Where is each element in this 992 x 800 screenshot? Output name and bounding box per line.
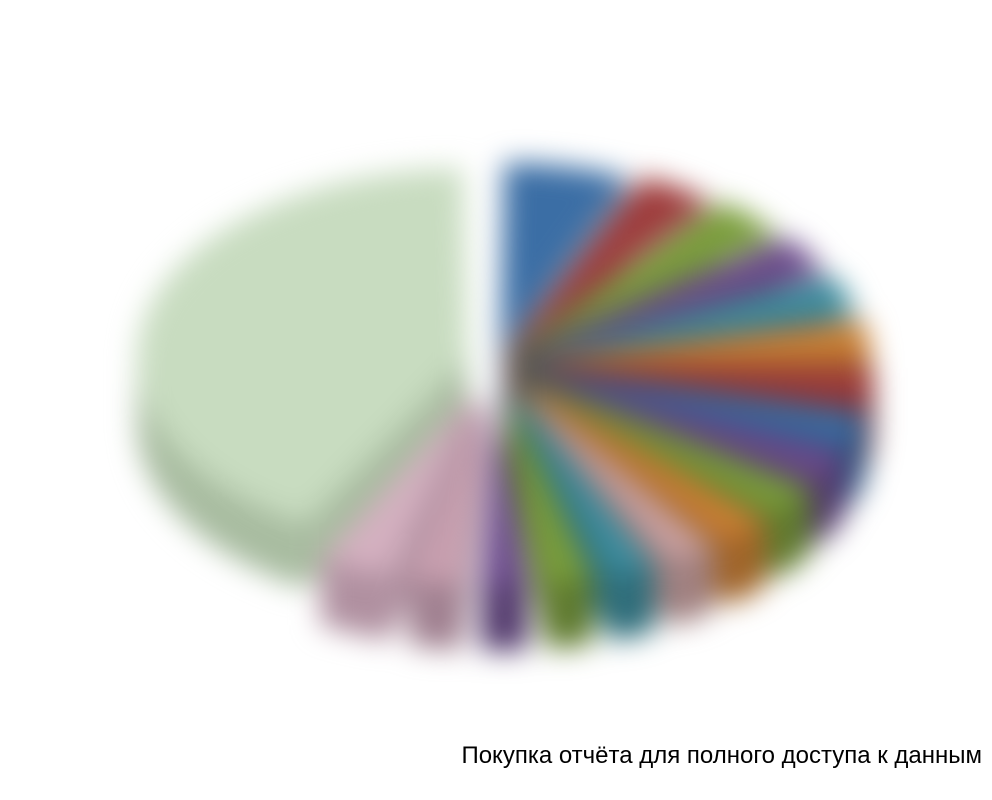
pie-chart-3d: [66, 18, 926, 663]
purchase-caption: Покупка отчёта для полного доступа к дан…: [461, 742, 982, 770]
